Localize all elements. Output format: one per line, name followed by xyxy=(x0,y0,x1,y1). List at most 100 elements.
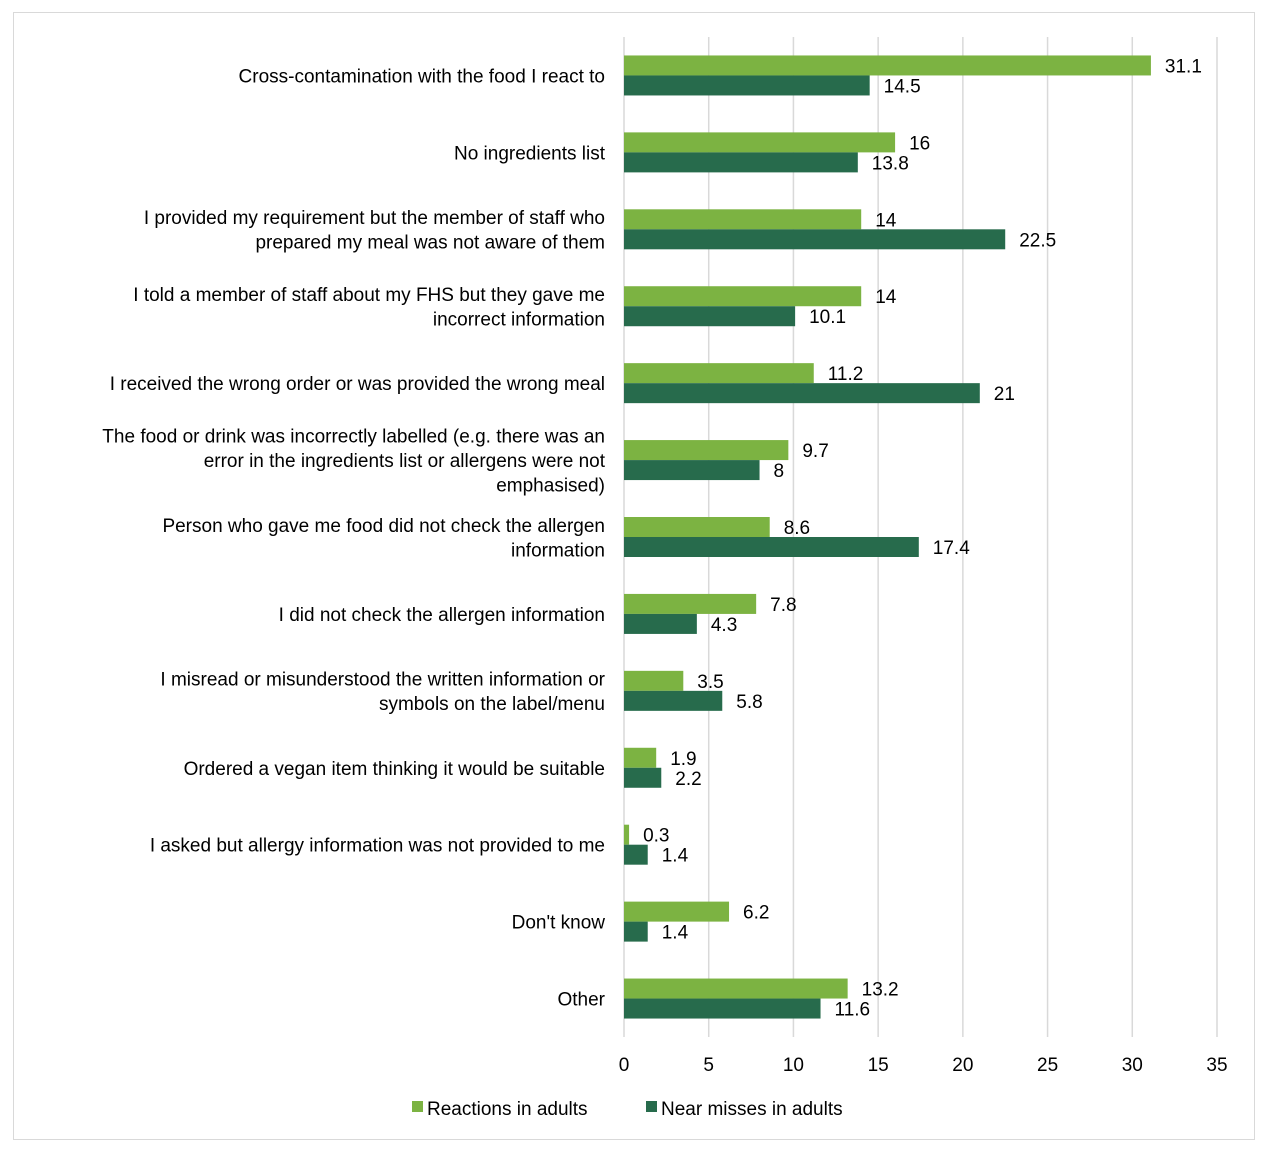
category-label-line: incorrect information xyxy=(433,309,605,330)
legend-label: Near misses in adults xyxy=(661,1099,843,1120)
data-label: 31.1 xyxy=(1165,56,1202,77)
category-label: Cross-contamination with the food I reac… xyxy=(239,66,605,87)
data-label: 8 xyxy=(774,461,785,482)
category-label: I told a member of staff about my FHS bu… xyxy=(133,285,605,331)
category-label-line: I did not check the allergen information xyxy=(279,605,605,626)
gridlines xyxy=(623,37,1218,1037)
category-label: Other xyxy=(557,990,605,1011)
x-tick-label: 10 xyxy=(783,1055,804,1076)
data-label: 14.5 xyxy=(884,76,921,97)
bar-near-misses xyxy=(624,306,796,327)
x-tick-label: 20 xyxy=(952,1055,973,1076)
bar-near-misses xyxy=(624,921,648,942)
legend-label: Reactions in adults xyxy=(427,1099,588,1120)
data-label: 7.8 xyxy=(770,595,796,616)
bar-near-misses xyxy=(624,229,1006,250)
category-label-line: Other xyxy=(557,990,605,1011)
category-label-line: No ingredients list xyxy=(454,143,606,164)
category-label: Don't know xyxy=(512,913,606,934)
data-label: 16 xyxy=(909,133,930,154)
bar-reactions xyxy=(624,901,730,922)
data-label: 14 xyxy=(875,210,897,231)
x-tick-label: 35 xyxy=(1206,1055,1227,1076)
data-label: 1.9 xyxy=(670,749,696,770)
category-label-line: Ordered a vegan item thinking it would b… xyxy=(184,759,605,780)
category-label-line: I provided my requirement but the member… xyxy=(144,208,605,229)
bars xyxy=(624,55,1151,1019)
data-label: 8.6 xyxy=(784,518,810,539)
category-label-line: I told a member of staff about my FHS bu… xyxy=(133,285,605,306)
category-label-line: Person who gave me food did not check th… xyxy=(162,516,605,537)
data-label: 1.4 xyxy=(662,923,689,944)
bar-reactions xyxy=(624,286,862,307)
bar-near-misses xyxy=(624,152,858,173)
data-label: 5.8 xyxy=(736,692,762,713)
category-label: The food or drink was incorrectly labell… xyxy=(102,427,605,497)
data-label: 13.2 xyxy=(862,980,899,1001)
bar-near-misses xyxy=(624,613,697,634)
data-label: 13.8 xyxy=(872,153,909,174)
category-label-line: symbols on the label/menu xyxy=(379,694,605,715)
category-label-line: I received the wrong order or was provid… xyxy=(110,374,605,395)
bar-reactions xyxy=(624,440,789,461)
data-label: 2.2 xyxy=(675,769,701,790)
data-label: 11.2 xyxy=(828,364,864,385)
category-label: I misread or misunderstood the written i… xyxy=(160,670,605,716)
legend: Reactions in adults Near misses in adults xyxy=(412,1099,843,1120)
data-label: 21 xyxy=(994,384,1015,405)
data-label: 1.4 xyxy=(662,846,689,867)
bar-near-misses xyxy=(624,383,980,404)
data-label: 0.3 xyxy=(643,826,669,847)
category-label: Person who gave me food did not check th… xyxy=(162,516,605,562)
data-label: 10.1 xyxy=(809,307,846,328)
category-label-line: emphasised) xyxy=(496,476,605,497)
bar-near-misses xyxy=(624,460,760,481)
bar-near-misses xyxy=(624,844,648,865)
data-label: 14 xyxy=(875,287,897,308)
bar-near-misses xyxy=(624,75,870,96)
bar-near-misses xyxy=(624,537,919,557)
category-label-line: Cross-contamination with the food I reac… xyxy=(239,66,605,87)
data-label: 3.5 xyxy=(697,672,723,693)
bar-reactions xyxy=(624,978,848,999)
data-label: 4.3 xyxy=(711,615,737,636)
data-labels: 31.116141411.29.78.67.83.51.90.36.213.21… xyxy=(643,56,1202,1020)
category-label: I received the wrong order or was provid… xyxy=(110,374,605,395)
bar-reactions xyxy=(624,824,630,845)
bar-near-misses xyxy=(624,690,723,711)
bar-reactions xyxy=(624,670,684,691)
data-label: 17.4 xyxy=(933,538,970,559)
bar-reactions xyxy=(624,517,770,537)
category-label-line: prepared my meal was not aware of them xyxy=(255,233,605,254)
x-tick-label: 0 xyxy=(619,1055,630,1076)
category-labels: Cross-contamination with the food I reac… xyxy=(102,66,605,1010)
category-label-line: error in the ingredients list or allerge… xyxy=(204,451,606,472)
category-label: I asked but allergy information was not … xyxy=(150,836,605,857)
x-tick-label: 25 xyxy=(1037,1055,1058,1076)
x-tick-label: 30 xyxy=(1122,1055,1143,1076)
category-label-line: The food or drink was incorrectly labell… xyxy=(102,427,605,448)
category-label: Ordered a vegan item thinking it would b… xyxy=(184,759,605,780)
bar-reactions xyxy=(624,209,862,230)
legend-swatch-reactions xyxy=(412,1101,423,1112)
bar-reactions xyxy=(624,747,657,768)
category-label: I provided my requirement but the member… xyxy=(144,208,605,254)
bar-near-misses xyxy=(624,998,821,1019)
x-tick-label: 15 xyxy=(868,1055,889,1076)
category-label: I did not check the allergen information xyxy=(279,605,605,626)
x-axis-ticks: 0 5 10 15 20 25 30 35 xyxy=(619,1055,1228,1076)
data-label: 11.6 xyxy=(835,1000,871,1021)
legend-swatch-near-misses xyxy=(646,1101,657,1112)
data-label: 9.7 xyxy=(802,441,828,462)
category-label: No ingredients list xyxy=(454,143,606,164)
data-label: 22.5 xyxy=(1019,230,1056,251)
bar-reactions xyxy=(624,132,896,153)
data-label: 6.2 xyxy=(743,903,769,924)
category-label-line: information xyxy=(511,540,605,561)
bar-reactions xyxy=(624,55,1151,76)
bar-reactions xyxy=(624,593,757,614)
category-label-line: Don't know xyxy=(512,913,606,934)
category-label-line: I asked but allergy information was not … xyxy=(150,836,605,857)
category-label-line: I misread or misunderstood the written i… xyxy=(160,670,605,691)
